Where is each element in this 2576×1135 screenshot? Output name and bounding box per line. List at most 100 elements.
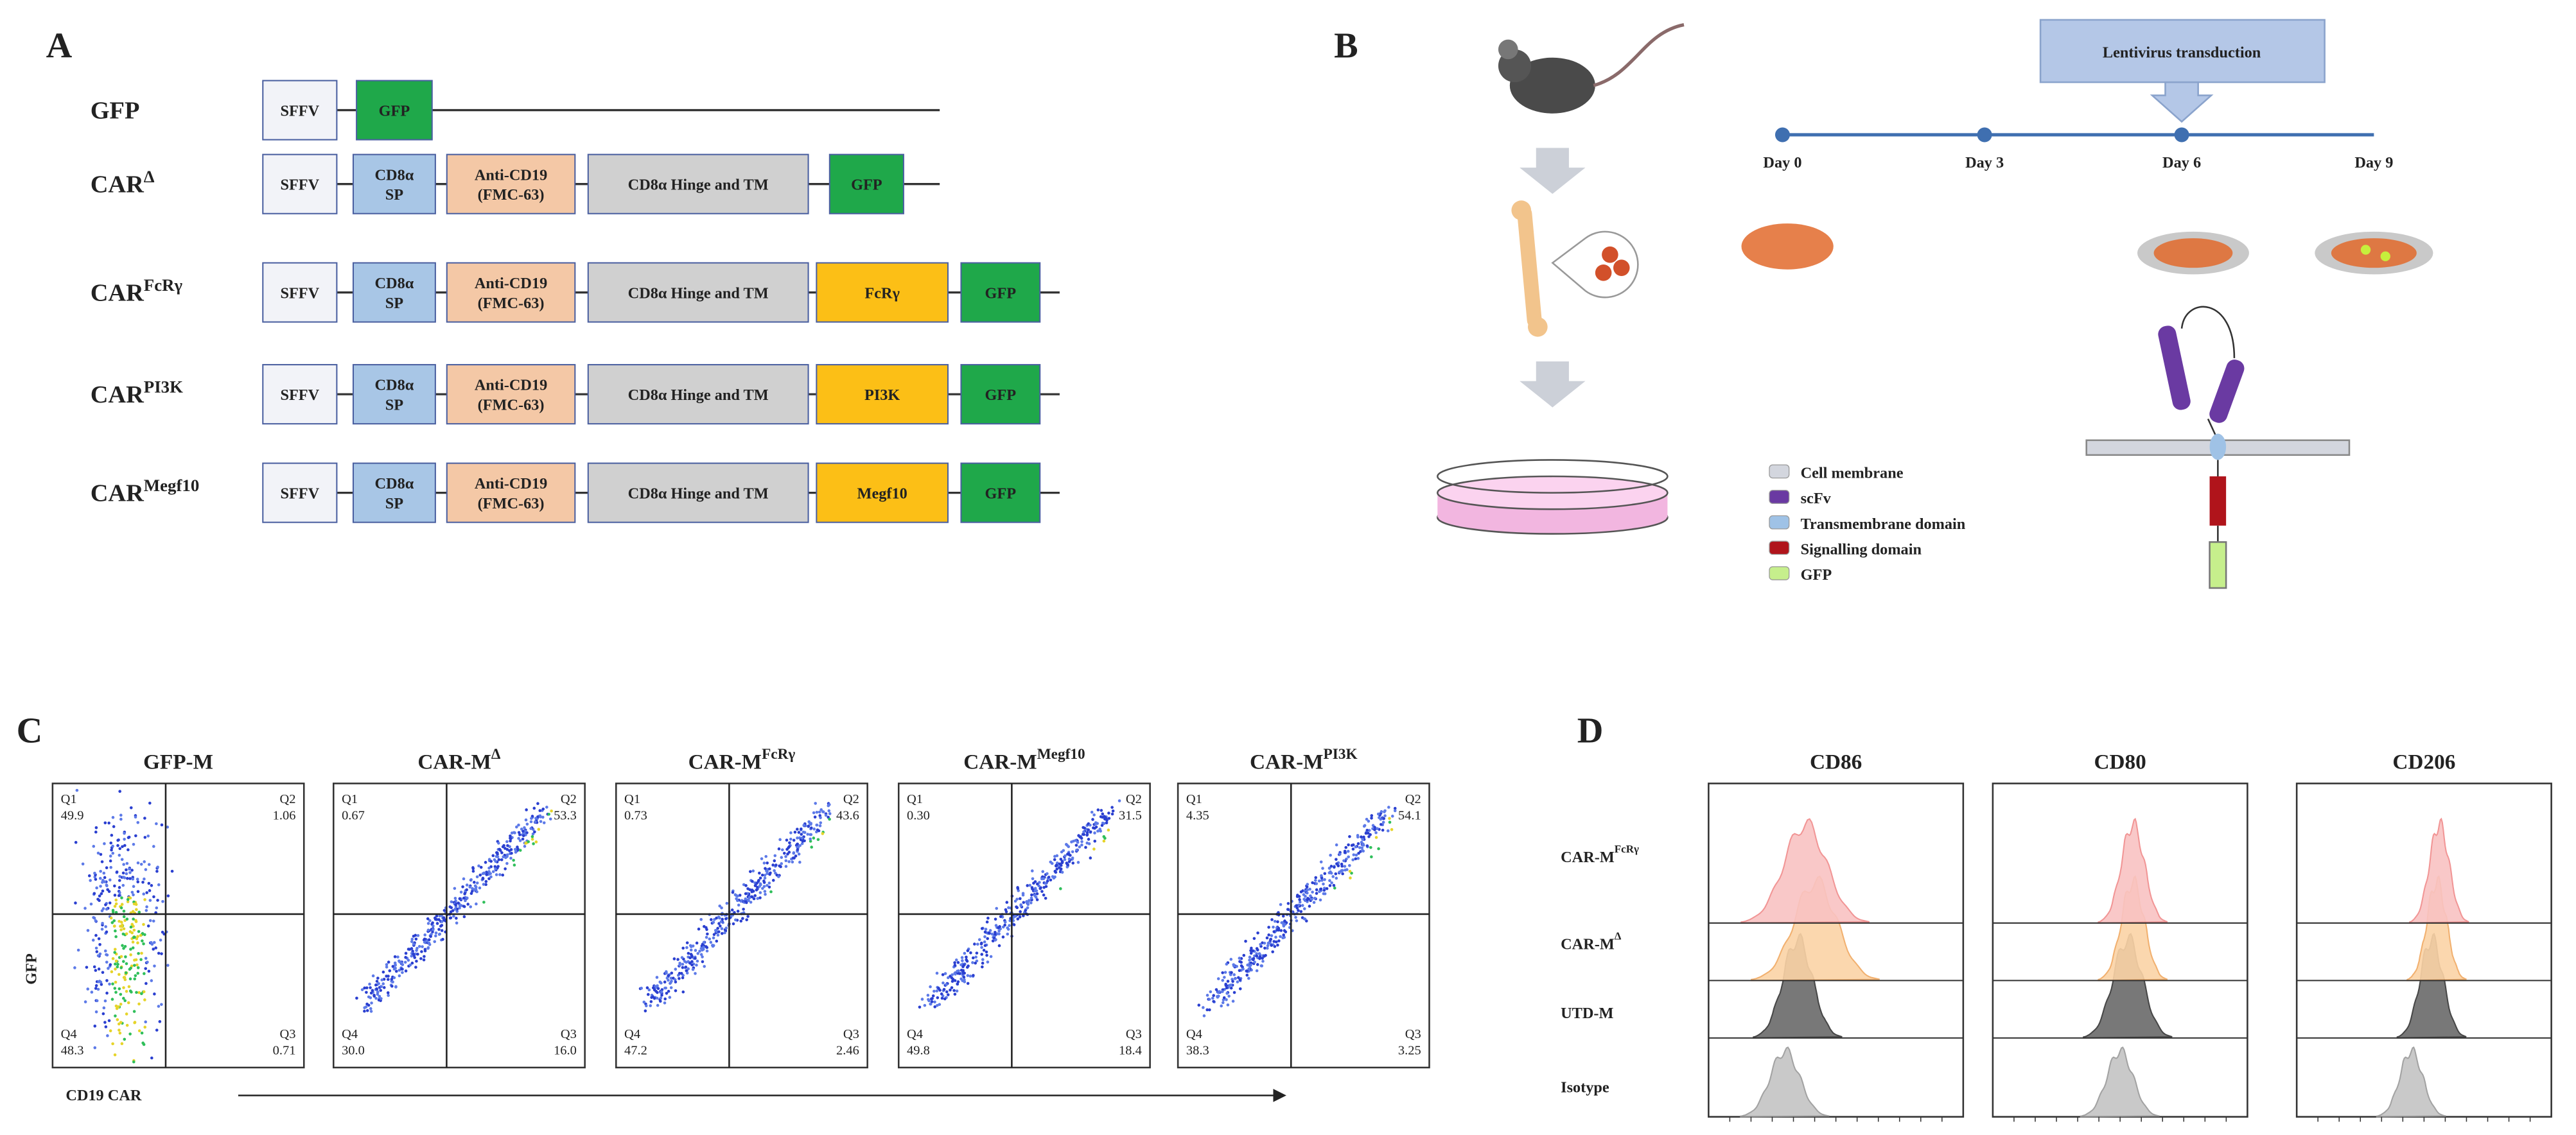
cells <box>1741 223 2433 275</box>
density-dot <box>1059 863 1063 867</box>
density-dot <box>796 836 799 840</box>
density-dot <box>968 975 972 978</box>
density-dot <box>1107 817 1111 820</box>
density-dot <box>156 899 159 902</box>
density-dot <box>136 880 140 884</box>
density-dot <box>118 886 121 889</box>
density-dot <box>123 837 126 841</box>
density-dot <box>985 953 988 957</box>
density-dot <box>396 955 399 959</box>
density-dot <box>1286 902 1290 905</box>
day-label: Day 6 <box>2162 154 2201 171</box>
density-dot <box>721 917 724 921</box>
density-dot <box>391 965 395 968</box>
density-dot <box>1090 810 1094 814</box>
density-dot <box>109 963 112 966</box>
quadrant-name: Q3 <box>843 1027 859 1041</box>
density-dot <box>758 876 762 880</box>
density-dot <box>751 879 754 883</box>
density-dot <box>105 866 109 869</box>
density-dot <box>755 888 758 892</box>
density-dot <box>133 1021 137 1024</box>
density-dot <box>134 920 138 923</box>
density-dot <box>142 892 146 896</box>
density-dot <box>1274 935 1277 939</box>
density-dot <box>536 802 539 806</box>
density-dot <box>658 1000 662 1003</box>
density-dot <box>685 969 688 973</box>
density-dot <box>950 976 954 980</box>
density-dot <box>931 997 934 1000</box>
density-dot <box>751 869 755 872</box>
density-dot <box>942 981 945 985</box>
density-dot <box>132 885 136 888</box>
density-dot <box>803 839 806 843</box>
density-dot <box>386 978 390 981</box>
density-dot <box>1302 917 1306 921</box>
part-label: CD8α <box>375 275 414 292</box>
plot-frame <box>1177 783 1430 1069</box>
plot-title-base: GFP-M <box>143 750 213 774</box>
density-dot <box>810 845 814 849</box>
density-dot <box>93 1025 97 1028</box>
density-dot <box>548 817 552 821</box>
density-dot <box>550 809 553 813</box>
density-dot <box>134 815 137 819</box>
density-dot <box>1341 872 1344 876</box>
density-dot <box>129 953 132 957</box>
density-dot <box>1030 893 1033 897</box>
density-dot <box>1103 815 1106 819</box>
density-dot <box>751 890 755 893</box>
density-dot <box>1298 898 1301 901</box>
density-dot <box>144 868 148 871</box>
density-dot <box>375 987 378 991</box>
density-dot <box>715 939 719 943</box>
density-dot <box>681 990 685 994</box>
density-dot <box>1335 876 1338 880</box>
part-label: SP <box>385 495 404 512</box>
density-dot <box>121 944 124 948</box>
density-dot <box>708 937 712 940</box>
density-dot <box>777 875 780 878</box>
density-dot <box>1220 1004 1223 1008</box>
density-dot <box>802 824 806 827</box>
density-dot <box>995 906 999 910</box>
density-dot <box>985 920 989 924</box>
density-dot <box>994 932 997 936</box>
density-dot <box>714 929 718 933</box>
density-dot <box>705 945 708 948</box>
construct-part <box>262 462 338 523</box>
density-dot <box>827 809 831 813</box>
density-dot <box>119 992 123 996</box>
density-dot <box>668 996 672 999</box>
quadrant-value: 49.8 <box>907 1043 930 1057</box>
density-dot <box>1370 855 1373 859</box>
part-label: Anti-CD19 <box>475 166 547 184</box>
density-dot <box>687 960 690 964</box>
density-dot <box>116 1018 119 1021</box>
quadrant-value: 3.25 <box>1398 1043 1421 1057</box>
density-dot <box>1247 967 1250 971</box>
density-dot <box>410 961 414 965</box>
quadrant-name: Q4 <box>907 1027 923 1041</box>
density-dot <box>1275 928 1279 931</box>
row-label-base: CAR-M <box>1561 849 1615 866</box>
panel-label: C <box>17 711 43 750</box>
histogram <box>2080 1046 2160 1118</box>
density-dot <box>796 842 799 846</box>
density-dot <box>435 918 439 921</box>
density-dot <box>988 929 992 932</box>
construct-part <box>960 364 1041 425</box>
density-dot <box>475 902 478 906</box>
density-dot <box>744 899 748 903</box>
density-dot <box>442 908 446 912</box>
density-dot <box>1339 869 1343 873</box>
quadrant-value: 30.0 <box>342 1043 365 1057</box>
density-dot <box>1232 991 1236 994</box>
construct-part <box>446 364 576 425</box>
density-dot <box>117 894 121 897</box>
density-dot <box>1313 879 1317 882</box>
density-dot <box>753 894 757 897</box>
density-dot <box>1028 883 1031 887</box>
density-dot <box>688 956 692 960</box>
